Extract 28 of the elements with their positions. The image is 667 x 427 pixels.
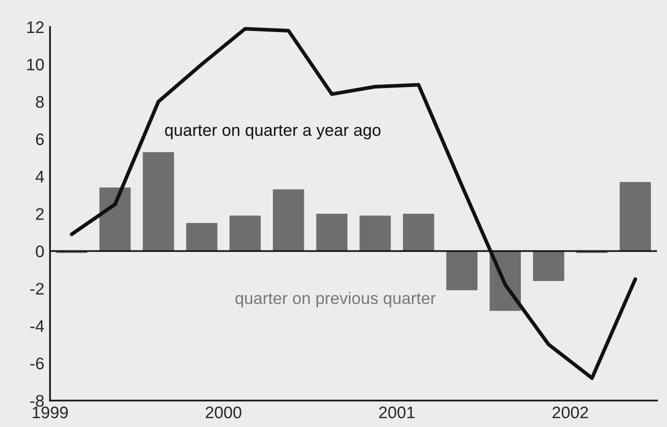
x-tick-label: 1999: [32, 406, 68, 418]
bar: [620, 182, 651, 252]
y-tick-label: -4: [30, 320, 44, 332]
y-tick-label: -8: [30, 394, 44, 407]
series-label: quarter on quarter a year ago: [165, 125, 380, 140]
bar: [402, 214, 434, 252]
y-tick-label: 8: [36, 96, 44, 108]
bar: [142, 152, 174, 252]
y-tick-label: -2: [30, 282, 44, 294]
series-label: quarter on previous quarter: [235, 292, 436, 308]
bar: [446, 251, 478, 290]
bar: [230, 216, 261, 252]
y-tick-label: 12: [27, 21, 44, 33]
y-tick-label: -6: [30, 358, 44, 370]
y-tick-label: 10: [27, 58, 44, 70]
bar: [360, 216, 391, 252]
bar: [186, 223, 218, 252]
y-tick-label: 2: [36, 208, 44, 220]
y-tick-label: 4: [36, 170, 44, 182]
bar: [99, 188, 131, 252]
y-tick-label: 0: [36, 245, 44, 258]
x-tick-label: 2001: [379, 406, 415, 418]
x-tick-label: 2000: [206, 406, 242, 418]
bar: [533, 251, 564, 281]
x-tick-label: 2002: [552, 406, 588, 418]
bar: [272, 189, 304, 252]
bar: [316, 214, 348, 252]
y-tick-label: 6: [36, 133, 44, 146]
